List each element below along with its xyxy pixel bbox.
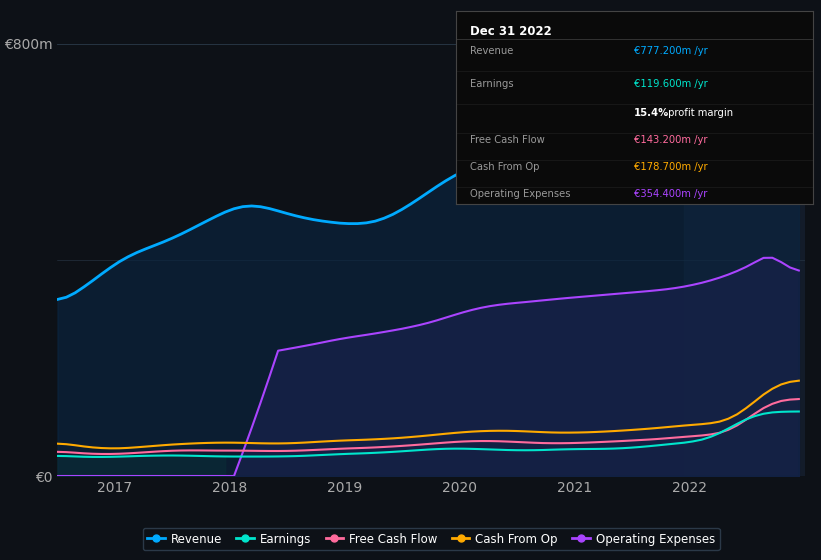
Text: Revenue: Revenue (470, 46, 513, 56)
Text: Dec 31 2022: Dec 31 2022 (470, 25, 552, 38)
Text: €777.200m /yr: €777.200m /yr (635, 46, 708, 56)
Legend: Revenue, Earnings, Free Cash Flow, Cash From Op, Operating Expenses: Revenue, Earnings, Free Cash Flow, Cash … (143, 528, 719, 550)
Text: 15.4%: 15.4% (635, 108, 669, 118)
Text: €178.700m /yr: €178.700m /yr (635, 162, 708, 172)
Text: Free Cash Flow: Free Cash Flow (470, 135, 544, 145)
Text: €119.600m /yr: €119.600m /yr (635, 79, 708, 89)
Text: Earnings: Earnings (470, 79, 514, 89)
Text: Operating Expenses: Operating Expenses (470, 189, 571, 199)
Bar (684, 17, 816, 476)
Text: €354.400m /yr: €354.400m /yr (635, 189, 708, 199)
Text: Cash From Op: Cash From Op (470, 162, 539, 172)
Text: €143.200m /yr: €143.200m /yr (635, 135, 708, 145)
Text: profit margin: profit margin (664, 108, 732, 118)
